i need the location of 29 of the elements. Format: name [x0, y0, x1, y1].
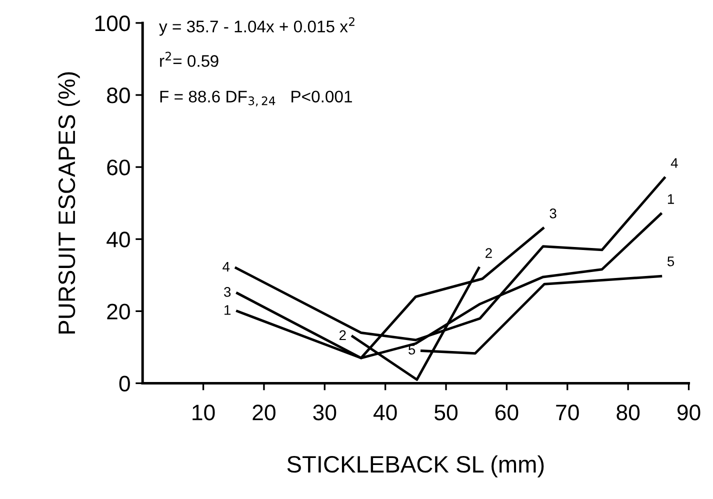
text: 2: [486, 248, 492, 258]
x-tick-label: 80: [616, 404, 640, 420]
series-label: 3: [224, 287, 231, 297]
y-tick-label: 60: [107, 160, 130, 176]
x-tick-label: 10: [192, 404, 215, 420]
y-axis-title: PURSUIT ESCAPES (%): [58, 72, 80, 334]
annotation: r$^{2}$= 0.59: [160, 52, 218, 67]
x-tick-label: 20: [252, 404, 276, 420]
y-tick-label: 20: [107, 304, 130, 320]
text: 1: [668, 194, 674, 204]
text: 4: [670, 158, 678, 168]
text: 5: [667, 256, 674, 266]
series-label: 4: [222, 262, 230, 272]
x-tick-label: 50: [434, 404, 458, 420]
series-label: 1: [224, 305, 231, 315]
x-tick-label: 60: [495, 404, 518, 420]
x-tick-label: 70: [556, 404, 579, 420]
y-tick-label: 40: [106, 232, 130, 248]
y-tick-label: 80: [107, 88, 130, 104]
text: 3: [550, 208, 556, 218]
x-axis-title: STICKLEBACK SL (mm): [287, 455, 544, 478]
x-tick-label: 40: [373, 404, 397, 420]
x-tick-label: 90: [677, 404, 700, 420]
annotation: y = 35.7 - 1.04x + 0.015 x$^{2}$: [159, 17, 354, 36]
series-label: 2: [339, 330, 346, 340]
y-tick-label: 0: [119, 376, 130, 392]
x-tick-label: 30: [313, 404, 336, 420]
y-tick-label: 100: [95, 15, 130, 32]
text: F = 88.6 DF$_{3,24}$ P<0.001: [160, 90, 352, 106]
